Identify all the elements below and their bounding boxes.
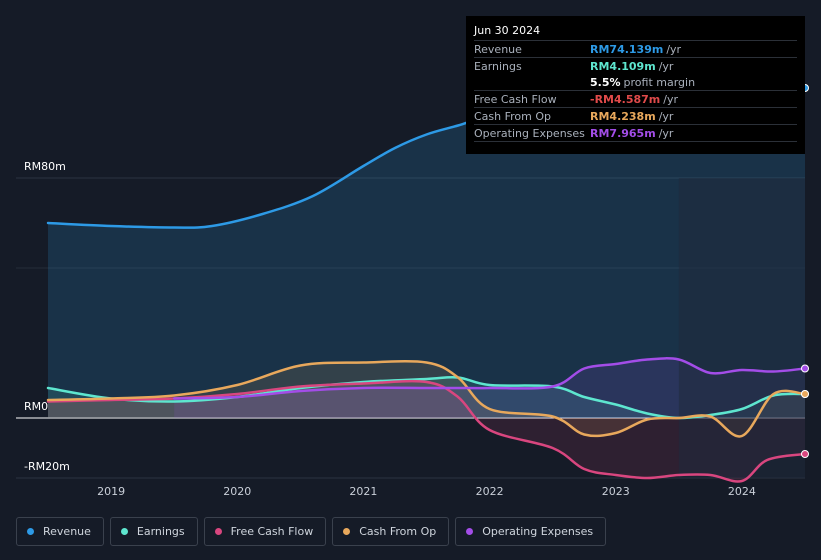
legend-label: Revenue xyxy=(43,525,91,538)
tooltip-label: Revenue xyxy=(474,42,522,56)
line-fcf xyxy=(46,379,807,483)
y-tick-label-bottom: -RM20m xyxy=(24,460,70,473)
series-areas xyxy=(48,88,805,482)
tooltip-row-margin: 5.5% profit margin xyxy=(474,74,797,90)
x-tick-label: 2024 xyxy=(728,485,756,498)
x-tick-label: 2020 xyxy=(223,485,251,498)
endpoint-fcf xyxy=(801,450,809,458)
profit-margin-value: 5.5% xyxy=(590,75,621,89)
tooltip-row-opex: Operating Expenses RM7.965m /yr xyxy=(474,124,797,142)
x-axis: 2019 2020 2021 2022 2023 2024 xyxy=(97,485,756,498)
tooltip-value: RM4.109m xyxy=(590,59,656,73)
legend-item-earnings[interactable]: Earnings xyxy=(109,517,198,546)
tooltip-value: RM4.238m xyxy=(590,109,656,123)
legend-item-revenue[interactable]: Revenue xyxy=(16,517,104,546)
legend-label: Cash From Op xyxy=(359,525,437,538)
area-earnings xyxy=(48,377,805,419)
tooltip-row-fcf: Free Cash Flow -RM4.587m /yr xyxy=(474,90,797,107)
tooltip-unit: /yr xyxy=(663,92,678,106)
y-tick-label-zero: RM0 xyxy=(24,400,48,413)
legend-dot-icon xyxy=(27,528,34,535)
forecast-shade xyxy=(678,178,805,478)
legend-item-fcf[interactable]: Free Cash Flow xyxy=(203,517,327,546)
tooltip-row-earnings: Earnings RM4.109m /yr xyxy=(474,57,797,74)
tooltip-unit: /yr xyxy=(658,126,674,140)
tooltip-unit: /yr xyxy=(658,59,674,73)
area-revenue xyxy=(48,88,805,418)
legend-dot-icon xyxy=(343,528,351,535)
tooltip-row-revenue: Revenue RM74.139m /yr xyxy=(474,40,797,57)
profit-margin-text: profit margin xyxy=(623,75,696,89)
tooltip-row-cfo: Cash From Op RM4.238m /yr xyxy=(474,107,797,124)
line-cfo xyxy=(46,360,807,438)
tooltip-value: RM74.139m xyxy=(590,42,664,56)
legend: Revenue Earnings Free Cash Flow Cash Fro… xyxy=(16,517,607,546)
x-tick-label: 2021 xyxy=(349,485,377,498)
legend-label: Earnings xyxy=(136,525,185,538)
legend-dot-icon xyxy=(214,528,222,535)
tooltip-unit: /yr xyxy=(666,42,682,56)
tooltip-panel: Jun 30 2024 Revenue RM74.139m /yr Earnin… xyxy=(466,16,805,154)
legend-item-cfo[interactable]: Cash From Op xyxy=(332,517,450,546)
legend-dot-icon xyxy=(120,528,128,535)
tooltip-label: Free Cash Flow xyxy=(474,92,557,106)
legend-label: Operating Expenses xyxy=(482,525,594,538)
tooltip-label: Operating Expenses xyxy=(474,126,585,140)
endpoint-cfo xyxy=(801,390,809,398)
x-tick-label: 2023 xyxy=(602,485,630,498)
tooltip-label: Cash From Op xyxy=(474,109,552,123)
tooltip-value: RM7.965m xyxy=(590,126,656,140)
x-tick-label: 2022 xyxy=(476,485,504,498)
legend-item-opex[interactable]: Operating Expenses xyxy=(455,517,607,546)
legend-label: Free Cash Flow xyxy=(230,525,314,538)
area-cfo xyxy=(48,361,805,437)
line-opex xyxy=(172,357,807,400)
tooltip-value: -RM4.587m xyxy=(590,92,661,106)
tooltip-unit: /yr xyxy=(658,109,674,123)
legend-dot-icon xyxy=(466,528,474,535)
tooltip-date: Jun 30 2024 xyxy=(474,24,541,37)
y-tick-label-top: RM80m xyxy=(24,160,66,173)
tooltip-label: Earnings xyxy=(474,59,522,73)
area-fcf xyxy=(48,381,805,482)
x-tick-label: 2019 xyxy=(97,485,125,498)
endpoint-opex xyxy=(801,364,809,373)
